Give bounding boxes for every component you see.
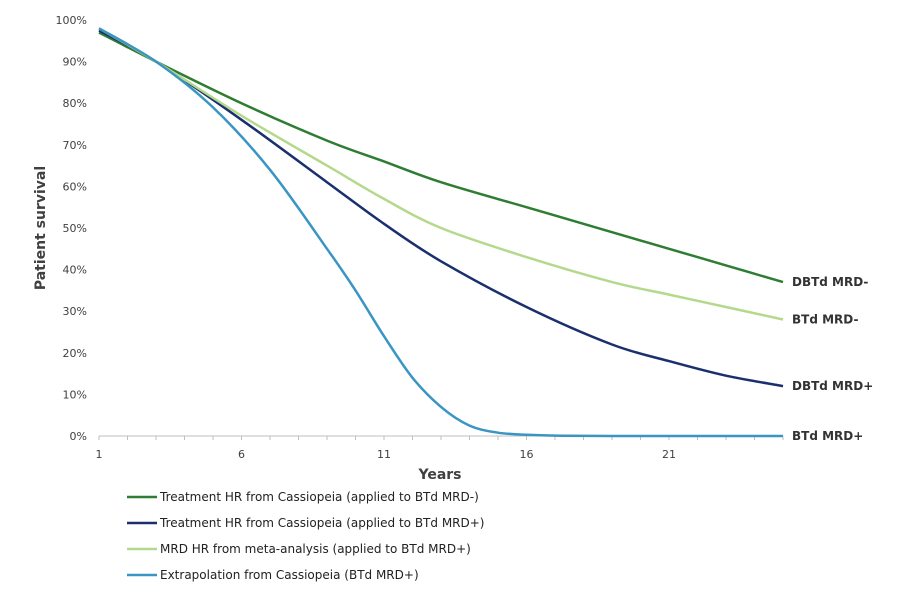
legend: Treatment HR from Cassiopeia (applied to…	[127, 490, 484, 582]
x-axis-title: Years	[417, 467, 461, 483]
y-tick-label: 40%	[63, 264, 87, 277]
legend-entry: Treatment HR from Cassiopeia (applied to…	[159, 490, 479, 504]
y-tick-label: 30%	[63, 305, 87, 318]
x-tick-label: 21	[662, 448, 676, 461]
series-lines	[98, 27, 784, 438]
y-axis-title: Patient survival	[33, 166, 49, 290]
series-end-label: DBTd MRD-	[792, 275, 868, 289]
x-tick-label: 16	[520, 448, 534, 461]
y-tick-label: 10%	[63, 388, 87, 401]
series-end-label: BTd MRD-	[792, 313, 858, 327]
series-line	[98, 27, 784, 321]
y-tick-label: 80%	[63, 97, 87, 110]
y-tick-label: 60%	[63, 180, 87, 193]
series-line	[98, 27, 784, 438]
y-tick-label: 90%	[63, 56, 87, 69]
y-tick-label: 50%	[63, 222, 87, 235]
y-axis: 0% 10% 20% 30% 40% 50% 60% 70% 80% 90% 100%	[56, 14, 87, 443]
series-end-label: DBTd MRD+	[792, 379, 873, 393]
series-line	[98, 29, 784, 388]
end-labels: DBTd MRD- DBTd MRD+ BTd MRD- BTd MRD+	[792, 275, 873, 443]
y-tick-label: 70%	[63, 139, 87, 152]
y-tick-label: 100%	[56, 14, 87, 27]
legend-entry: Treatment HR from Cassiopeia (applied to…	[159, 516, 484, 530]
x-tick-label: 6	[238, 448, 245, 461]
legend-entry: Extrapolation from Cassiopeia (BTd MRD+)	[160, 568, 419, 582]
y-tick-label: 0%	[70, 430, 87, 443]
legend-entry: MRD HR from meta-analysis (applied to BT…	[160, 542, 471, 556]
series-end-label: BTd MRD+	[792, 429, 863, 443]
y-tick-label: 20%	[63, 347, 87, 360]
x-tick-label: 1	[96, 448, 103, 461]
series-line	[98, 31, 784, 284]
x-axis: 1 6 11 16 21	[96, 435, 784, 461]
x-tick-label: 11	[377, 448, 391, 461]
